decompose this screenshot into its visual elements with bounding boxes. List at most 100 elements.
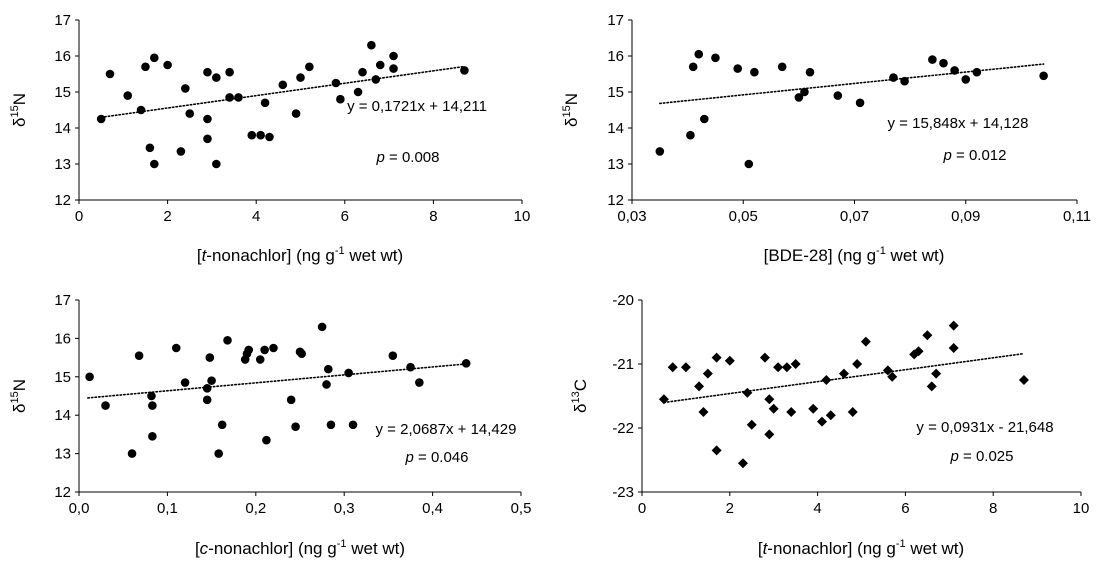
x-axis-label: [t-nonachlor] (ng g-1 wet wt): [197, 245, 403, 265]
data-point: [202, 395, 212, 405]
x-tick-label: 0,4: [422, 500, 443, 517]
data-point: [367, 40, 376, 50]
y-tick-label: 15: [607, 84, 624, 101]
data-point: [948, 320, 959, 331]
y-tick-label: 14: [54, 407, 71, 424]
y-tick-label: 12: [54, 192, 71, 209]
data-point: [860, 336, 871, 347]
data-point: [375, 60, 385, 70]
chart-panel-4: -23 -22 -21 -20 0 2 4 6 8 10 y = 0,0931x - 21,648 p…: [570, 292, 1089, 558]
data-point: [150, 53, 159, 63]
y-tick-label: -22: [612, 420, 634, 437]
y-label-superscript: 15: [9, 391, 21, 403]
x-label-text: -nonachlor] (ng g: [206, 246, 335, 265]
data-point: [773, 362, 784, 373]
y-tick-label: 17: [54, 292, 71, 309]
data-point: [794, 93, 804, 102]
data-point: [800, 87, 809, 97]
data-point: [225, 67, 234, 77]
data-point: [147, 391, 156, 401]
x-label-text: wet wt): [346, 539, 405, 558]
x-tick-label: 6: [901, 500, 909, 517]
data-point: [805, 67, 815, 77]
data-point: [900, 76, 909, 86]
data-point: [415, 378, 424, 387]
data-point: [171, 343, 181, 353]
data-point: [389, 64, 398, 73]
data-point: [711, 53, 720, 63]
data-point: [702, 368, 713, 379]
x-tick-label: 0,5: [511, 500, 532, 517]
x-label-text: [: [758, 539, 763, 558]
y-label-superscript: 15: [9, 105, 21, 117]
data-point: [212, 159, 221, 169]
x-tick-label: 6: [341, 208, 349, 225]
data-point: [260, 98, 270, 108]
data-point: [855, 98, 865, 108]
data-point: [317, 322, 327, 332]
data-point: [203, 114, 212, 124]
y-label-superscript: 15: [561, 105, 573, 117]
data-point: [759, 352, 770, 363]
p-value-text: = 0.008: [385, 149, 440, 166]
data-point: [212, 73, 221, 82]
data-point: [972, 67, 982, 77]
x-label-text: wet wt): [345, 246, 404, 265]
x-label-text: [: [197, 246, 202, 265]
x-label-text: [: [195, 539, 200, 558]
data-point: [688, 62, 698, 72]
p-value-text: = 0.025: [959, 448, 1014, 465]
data-point: [136, 105, 146, 115]
data-point: [358, 67, 367, 77]
data-point: [950, 66, 959, 75]
data-point: [105, 69, 115, 79]
data-point: [297, 349, 307, 359]
y-tick-label: 17: [54, 12, 71, 29]
data-point: [101, 401, 110, 410]
x-label-superscript: -1: [896, 538, 906, 550]
y-tick-label: 14: [607, 120, 624, 137]
chart-panel-2: 12 13 14 15 16 17 0,03 0,05 0,07 0,09 0,11 y = 15,8…: [561, 12, 1091, 265]
data-point: [768, 403, 779, 414]
data-point: [808, 403, 819, 414]
y-label-delta: δ: [562, 118, 581, 127]
data-point: [790, 359, 801, 369]
x-tick-label: 0: [75, 208, 83, 225]
p-symbol: p: [405, 449, 414, 466]
trendline: [659, 63, 1045, 105]
p-value-text: = 0.012: [952, 147, 1007, 164]
data-point: [214, 449, 223, 458]
data-point: [700, 114, 709, 124]
data-point: [931, 368, 942, 379]
data-point: [764, 429, 775, 440]
data-point: [698, 407, 709, 417]
x-label-italic: t: [202, 246, 208, 265]
y-tick-label: 16: [54, 330, 71, 347]
x-label-text: -nonachlor] (ng g: [208, 539, 337, 558]
regression-equation: y = 2,0687x + 14,429: [376, 421, 517, 438]
x-label-superscript: -1: [337, 538, 347, 550]
data-point: [694, 49, 704, 59]
y-tick-label: 16: [607, 48, 624, 65]
x-tick-label: 8: [429, 208, 437, 225]
data-point: [655, 147, 665, 156]
y-label-delta: δ: [10, 404, 29, 413]
regression-equation: y = 15,848x + 14,128: [888, 115, 1029, 132]
data-point: [388, 351, 398, 360]
data-point: [461, 359, 471, 368]
data-point: [176, 147, 186, 156]
data-point: [148, 432, 157, 441]
data-point: [711, 445, 722, 456]
data-point: [244, 345, 254, 355]
data-point: [658, 394, 669, 405]
x-tick-label: 4: [252, 208, 260, 225]
data-point: [256, 130, 265, 140]
data-point: [353, 87, 363, 97]
x-tick-label: 10: [1073, 500, 1090, 517]
data-point: [460, 66, 469, 75]
x-label-italic: t: [763, 539, 769, 558]
y-tick-label: 13: [54, 446, 71, 463]
data-point: [344, 368, 353, 378]
y-tick-label: 12: [54, 484, 71, 501]
data-point: [833, 91, 843, 100]
